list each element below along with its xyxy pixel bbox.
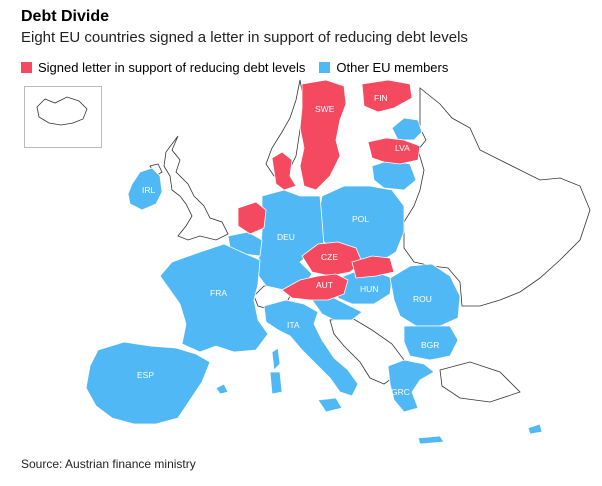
country-shape-corsica [271,347,281,371]
legend-swatch-signed [21,62,32,73]
country-shape-crete [417,435,445,445]
iceland-inset [24,86,102,148]
country-shape-dnk [271,151,297,191]
label-ita: ITA [287,320,300,330]
legend-label-signed: Signed letter in support of reducing deb… [38,60,306,75]
country-shape-nld [237,201,267,235]
label-fra: FRA [210,288,227,298]
country-shape-ltu [371,159,417,191]
label-rou: ROU [413,294,432,304]
label-hun: HUN [360,284,378,294]
country-shape-rou [389,263,461,327]
country-shape-est [391,117,423,141]
turkey-shape [439,361,521,403]
legend: Signed letter in support of reducing deb… [21,60,462,75]
country-shape-cyprus [527,423,543,435]
country-shape-swe [299,79,347,191]
label-grc: GRC [391,387,410,397]
iceland-shape [36,96,88,126]
non-eu-land [149,79,591,403]
label-irl: IRL [142,185,156,195]
country-shape-aut [281,273,349,301]
legend-label-other: Other EU members [336,60,449,75]
country-shape-fin [361,79,413,113]
country-shape-esp [85,341,211,425]
label-esp: ESP [137,370,154,380]
label-cze: CZE [321,252,338,262]
label-lva: LVA [395,143,410,153]
other-eu-members [85,117,543,445]
legend-item-other: Other EU members [319,60,448,75]
country-labels: SWE FIN LVA IRL DEU POL CZE AUT HUN ROU … [137,93,439,397]
label-bgr: BGR [421,340,439,350]
legend-swatch-other [319,62,331,73]
country-shape-balearics [215,383,229,395]
country-shape-sicily [317,397,343,413]
eastern-europe-shape [403,87,591,307]
legend-item-signed: Signed letter in support of reducing deb… [21,60,305,75]
great-britain-shape [163,135,229,241]
signed-countries [237,79,421,301]
label-deu: DEU [277,232,295,242]
country-shape-ita [263,299,359,397]
label-fin: FIN [374,93,388,103]
chart-title: Debt Divide [21,8,110,25]
country-shape-irl [127,167,163,211]
label-pol: POL [352,214,369,224]
country-shape-fra [159,243,269,353]
country-shape-lva [367,137,421,165]
country-shape-bgr [403,325,459,361]
country-shape-sardinia [269,371,283,395]
label-swe: SWE [315,104,335,114]
label-aut: AUT [316,280,333,290]
chart-subtitle: Eight EU countries signed a letter in su… [21,29,468,46]
country-shape-svk [351,255,395,279]
source-note: Source: Austrian finance ministry [21,457,196,471]
country-shape-grc [387,359,435,413]
